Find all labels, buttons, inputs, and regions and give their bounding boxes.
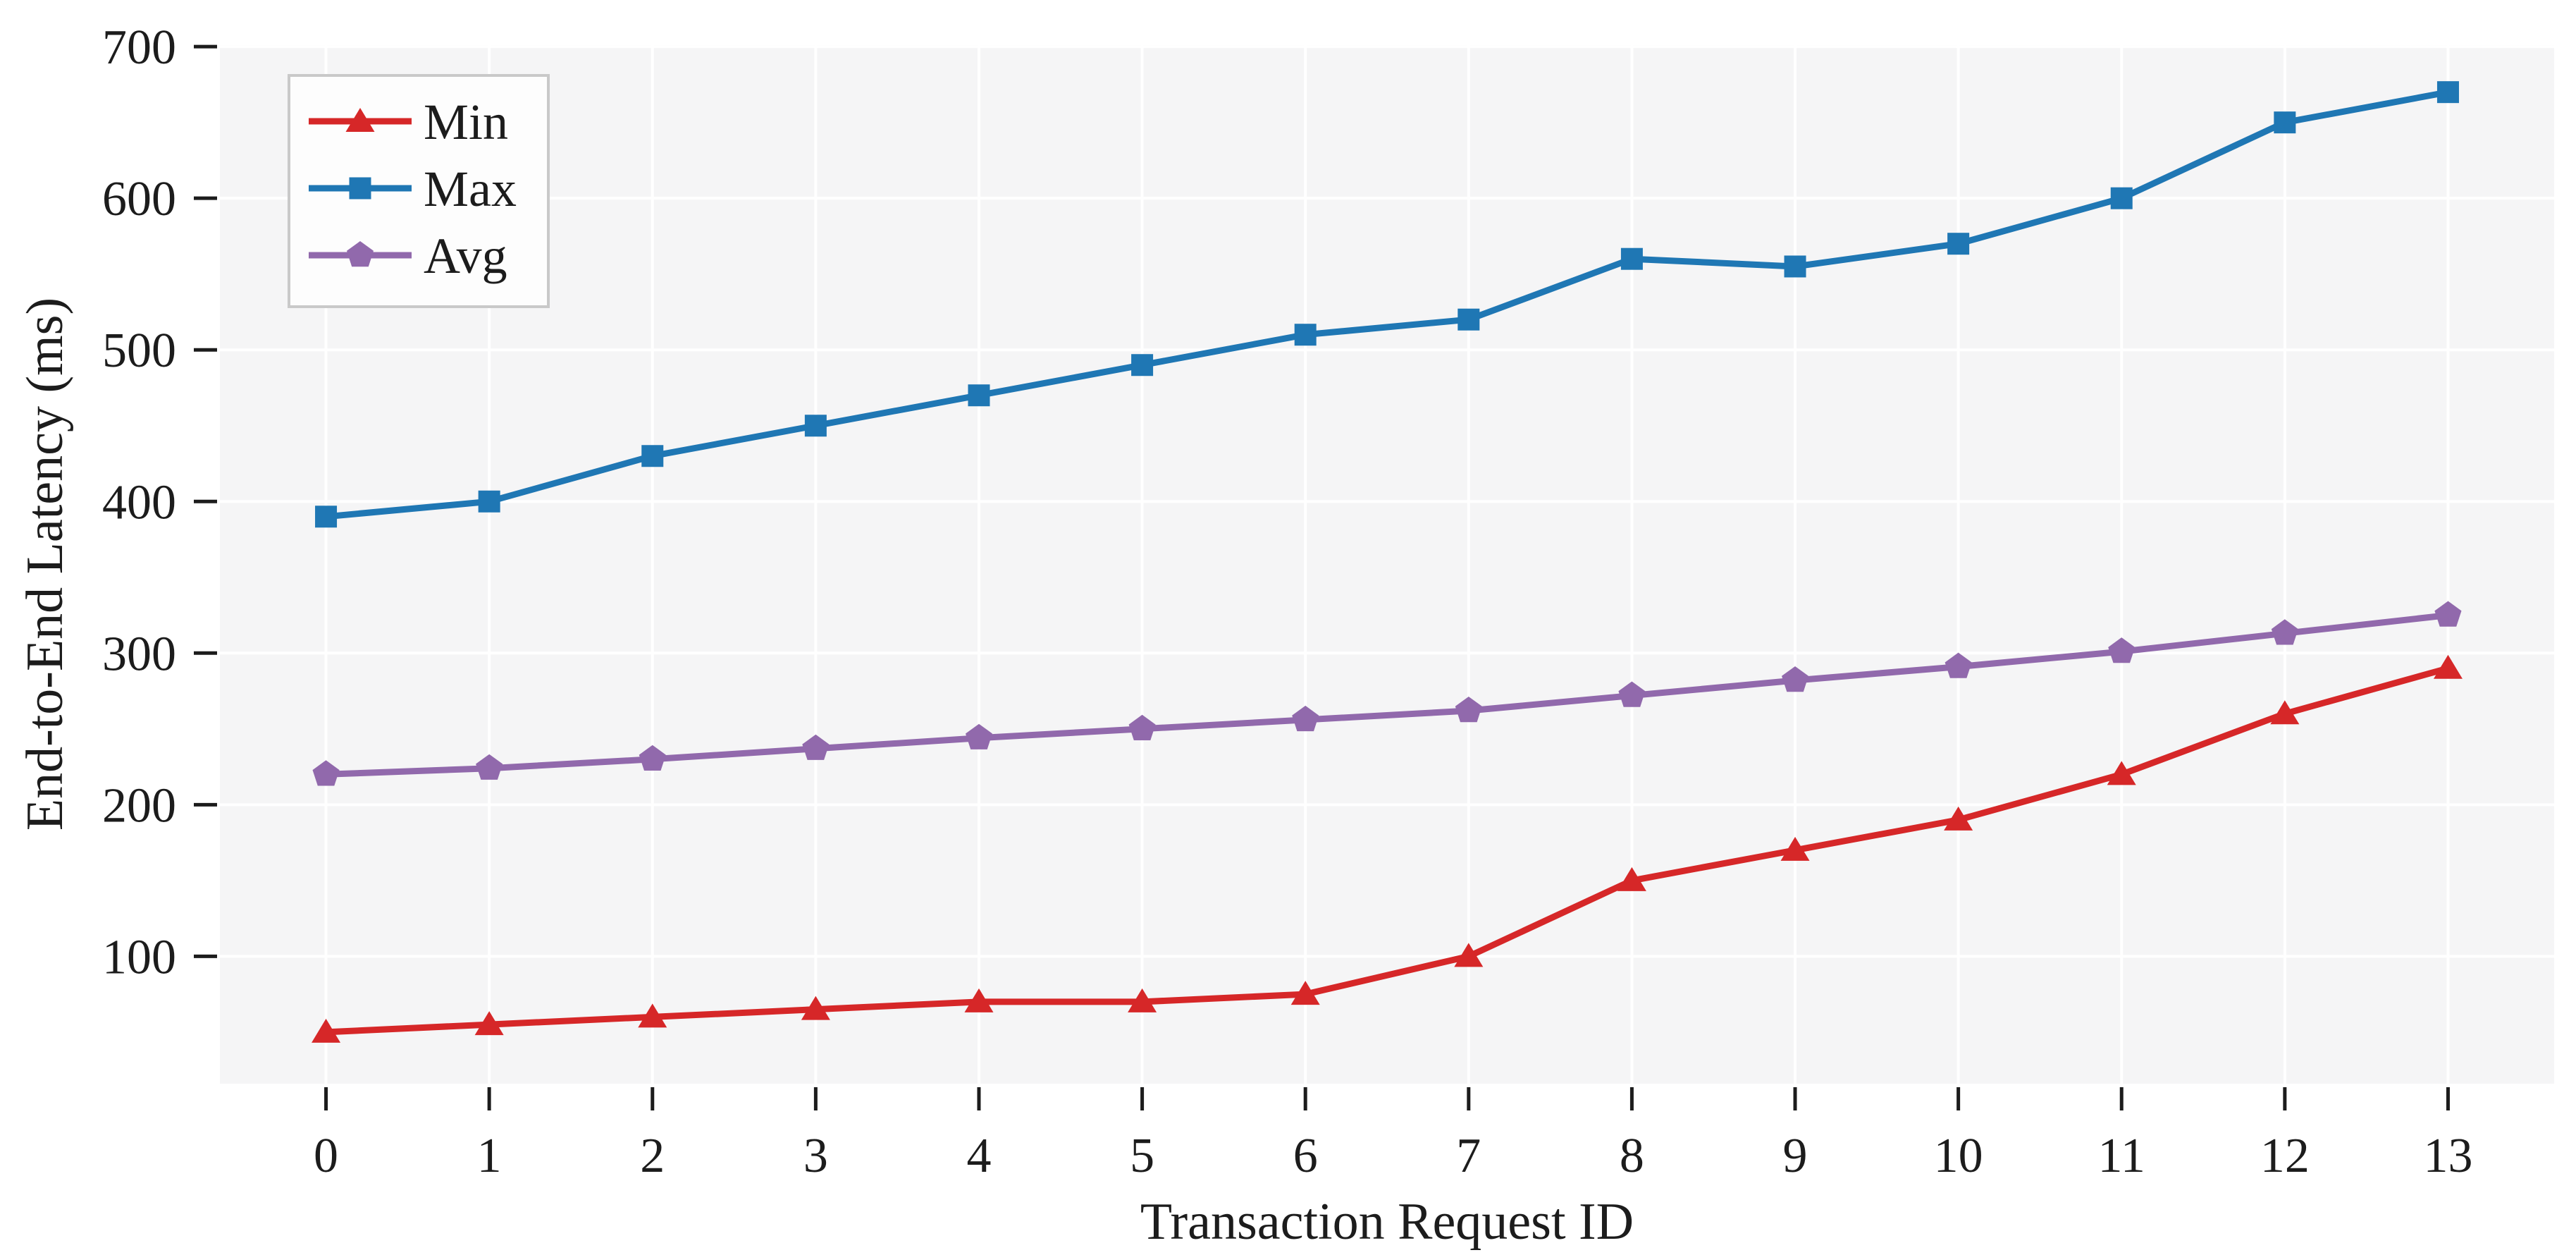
legend-item-avg: Avg [309,228,507,284]
pentagon-marker [2434,601,2462,627]
x-tick-label: 11 [2098,1129,2145,1183]
square-marker [1131,354,1154,376]
x-axis-label: Transaction Request ID [1140,1193,1634,1251]
plot-area [220,45,2554,1084]
square-marker [2436,81,2459,104]
series-min [312,654,2463,1043]
legend-item-min: Min [309,94,508,150]
x-tick-label: 6 [1293,1129,1318,1183]
pentagon-marker [1455,697,1482,723]
pentagon-marker [476,754,503,780]
data-series [312,81,2463,1043]
triangle-marker [1290,981,1320,1005]
square-marker [349,177,371,200]
triangle-marker [1454,943,1484,967]
series-max [315,81,2459,528]
x-tick-label: 7 [1456,1129,1481,1183]
x-tick-label: 4 [966,1129,991,1183]
y-axis-label: End-to-End Latency (ms) [16,298,74,831]
pentagon-marker [966,723,992,749]
x-tick-label: 5 [1130,1129,1154,1183]
x-tick-label: 8 [1620,1129,1644,1183]
y-tick-label: 600 [102,172,176,226]
triangle-marker [312,1018,341,1043]
triangle-marker [2433,654,2463,679]
pentagon-marker [347,241,374,267]
square-marker [478,490,500,513]
axis-ticks [194,44,2450,1110]
legend-item-max: Max [309,161,517,217]
series-avg [312,601,2462,786]
triangle-marker [2107,761,2136,785]
square-marker [315,506,338,528]
square-marker [2274,111,2296,134]
x-tick-label: 10 [1934,1129,1983,1183]
pentagon-marker [1945,652,1972,678]
square-marker [804,415,827,437]
x-tick-label: 3 [803,1129,828,1183]
pentagon-marker [802,734,830,760]
legend-label: Avg [424,228,507,284]
triangle-marker [801,996,830,1020]
pentagon-marker [2108,637,2136,663]
pentagon-marker [2271,619,2298,645]
triangle-marker [474,1011,504,1036]
square-marker [641,445,664,467]
pentagon-marker [1782,666,1808,692]
x-tick-label: 1 [477,1129,502,1183]
square-marker [968,384,990,407]
series-line [326,89,2449,520]
x-tick-label: 12 [2260,1129,2310,1183]
y-tick-label: 300 [102,627,176,681]
pentagon-marker [639,745,666,771]
square-marker [1458,308,1480,331]
legend-label: Min [424,94,508,150]
y-tick-label: 100 [102,930,176,984]
legend-label: Max [424,161,517,217]
triangle-marker [1617,867,1646,891]
triangle-marker [1780,836,1810,861]
triangle-marker [1944,806,1973,831]
x-tick-label: 2 [640,1129,665,1183]
triangle-marker [1128,988,1157,1012]
y-tick-label: 400 [102,475,176,529]
series-line [326,665,2449,1036]
square-marker [1947,233,1970,255]
square-marker [1294,324,1317,346]
square-marker [2110,187,2133,209]
pentagon-marker [1292,705,1319,732]
pentagon-marker [1128,714,1156,740]
square-marker [1620,247,1643,270]
pentagon-marker [312,760,340,786]
y-tick-label: 200 [102,778,176,833]
x-tick-label: 13 [2423,1129,2472,1183]
y-tick-label: 700 [102,20,176,75]
x-tick-label: 9 [1783,1129,1808,1183]
y-tick-label: 500 [102,324,176,378]
legend: Min Max Avg [288,74,550,308]
triangle-marker [2270,700,2300,725]
square-marker [1784,255,1806,278]
pentagon-marker [1618,681,1646,707]
gridlines [220,45,2554,1084]
triangle-marker [345,108,375,132]
triangle-marker [964,988,994,1012]
x-tick-label: 0 [314,1129,338,1183]
series-line [326,612,2448,778]
triangle-marker [638,1003,667,1028]
